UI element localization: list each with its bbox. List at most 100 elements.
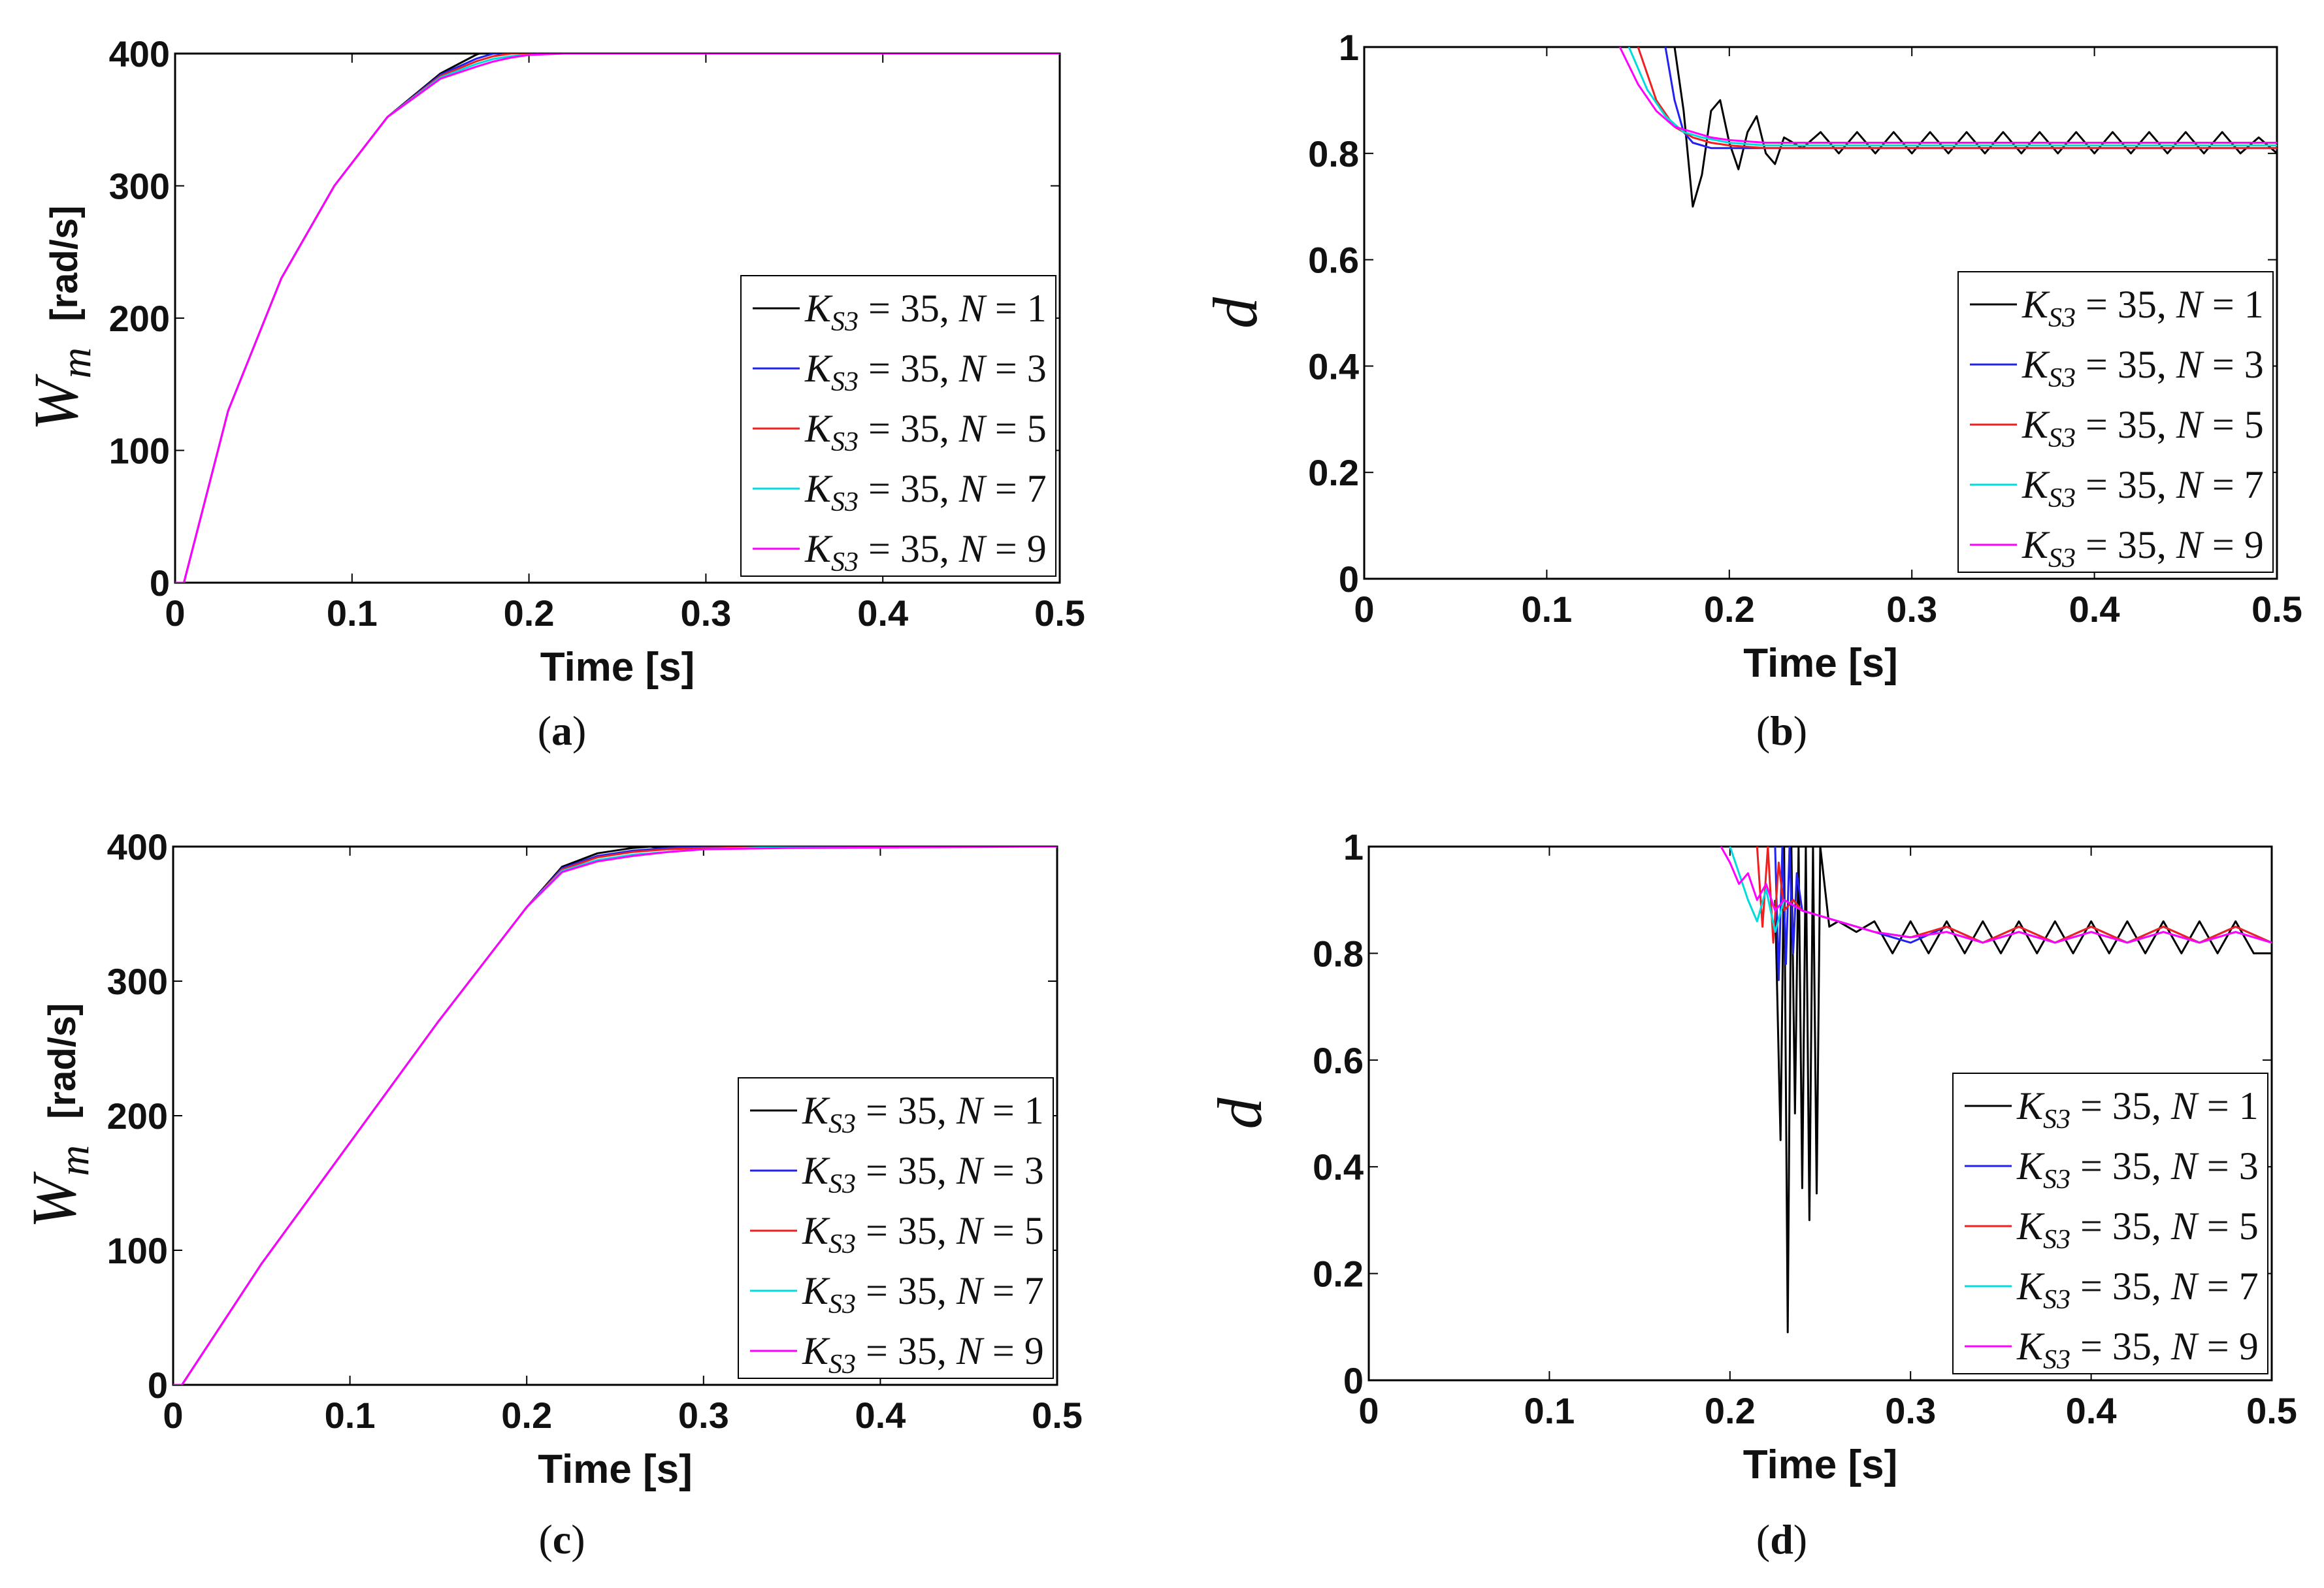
chart-panel-a: 0 0.1 0.2 0.3 0.4 0.5 0 100 200 300 400 Time [s] Wm [… [21,33,1085,690]
plot-frame [1363,46,2278,580]
legend-entry: KS3 = 35, N = 9 [804,527,1047,577]
x-tick-label: 0.2 [1705,1390,1756,1431]
legend-entry: KS3 = 35, N = 3 [802,1149,1044,1199]
x-tick-label: 0.1 [327,592,378,634]
y-axis-label: d [1205,1097,1275,1129]
y-axis-units: [rad/s] [43,206,86,321]
legend-entry: KS3 = 35, N = 9 [2016,1325,2259,1375]
x-tick-label: 0.5 [2246,1390,2297,1431]
y-axis-label: Wm [rad/s] [21,206,100,431]
y-axis-symbol: W [19,1171,89,1228]
y-tick-label: 100 [109,430,170,472]
x-tick-label: 0 [1354,589,1374,630]
y-tick-label: 300 [107,961,168,1002]
series-group [173,847,1057,1385]
y-tick-label: 0 [1343,1360,1364,1401]
series-line-n-9 [173,847,1057,1385]
legend-entry: KS3 = 35, N = 1 [802,1089,1044,1139]
x-tick-label: 0.2 [501,1395,552,1436]
y-tick-label: 200 [109,298,170,339]
x-tick-label: 0.1 [1524,1390,1575,1431]
legend-entry: KS3 = 35, N = 7 [802,1269,1044,1320]
legend-entry: KS3 = 35, N = 1 [2016,1084,2259,1135]
legend-entry: KS3 = 35, N = 7 [2016,1265,2259,1315]
legend-entry: KS3 = 35, N = 9 [2021,523,2264,574]
y-tick-label: 0 [150,562,170,604]
legend-entry: KS3 = 35, N = 9 [802,1329,1044,1380]
series-line-n-9 [1720,847,2272,944]
x-axis-label: Time [s] [538,1447,693,1492]
y-axis-subscript: m [52,348,100,379]
panel-caption-d: (d) [1756,1516,1807,1563]
series-line-n-7 [1729,847,2272,944]
y-tick-label: 0.8 [1313,933,1364,974]
y-tick-label: 200 [107,1095,168,1137]
legend-entry: KS3 = 35, N = 5 [802,1209,1044,1259]
y-axis-subscript: m [50,1145,98,1176]
legend: KS3 = 35, N = 1 KS3 = 35, N = 3 KS3 = 35, … [1952,1073,2268,1375]
y-axis-label: d [1200,297,1270,329]
legend-entry: KS3 = 35, N = 1 [2021,283,2264,333]
legend: KS3 = 35, N = 1 KS3 = 35, N = 3 KS3 = 35, … [1957,271,2274,574]
x-tick-label: 0.4 [857,592,908,634]
legend-box [1952,1073,2268,1374]
series-line-n-7 [1628,47,2277,147]
chart-panel-d: 0 0.1 0.2 0.3 0.4 0.5 0 0.2 0.4 0.6 0.8 1 Time [s] d K… [1205,826,2297,1487]
x-tick-label: 0 [163,1395,183,1436]
legend-entry: KS3 = 35, N = 5 [2016,1205,2259,1255]
x-tick-label: 0.3 [1886,589,1937,630]
legend-box [740,275,1056,577]
x-tick-label: 0.1 [1521,589,1572,630]
x-tick-label: 0.2 [504,592,555,634]
legend-entry: KS3 = 35, N = 7 [804,467,1047,517]
legend-entry: KS3 = 35, N = 1 [804,287,1047,337]
x-tick-label: 0.4 [2069,589,2120,630]
y-tick-label: 0.4 [1308,346,1359,387]
y-tick-label: 0.4 [1313,1146,1364,1188]
y-tick-label: 0.2 [1308,452,1359,493]
legend-entry: KS3 = 35, N = 3 [2021,343,2264,393]
x-tick-label: 0.5 [2251,589,2302,630]
legend-entry: KS3 = 35, N = 5 [2021,403,2264,453]
y-tick-label: 1 [1343,826,1364,867]
y-tick-label: 0 [148,1365,168,1406]
series-line-n-5 [1637,47,2277,150]
y-tick-label: 400 [107,826,168,867]
series-line-n-9 [1618,47,2277,144]
chart-panel-b: 0 0.1 0.2 0.3 0.4 0.5 0 0.2 0.4 0.6 0.8 1 Time [s] d K… [1200,27,2302,686]
y-tick-label: 0.2 [1313,1254,1364,1295]
legend-entry: KS3 = 35, N = 5 [804,407,1047,457]
legend: KS3 = 35, N = 1 KS3 = 35, N = 3 KS3 = 35, … [740,275,1056,577]
legend-entry: KS3 = 35, N = 3 [804,347,1047,397]
legend-entry: KS3 = 35, N = 3 [2016,1144,2259,1195]
y-axis-units: [rad/s] [41,1003,84,1119]
y-tick-label: 300 [109,166,170,207]
legend-box [738,1077,1054,1379]
x-tick-label: 0 [165,592,185,634]
panel-caption-c: (c) [538,1516,585,1563]
y-tick-label: 400 [109,33,170,74]
panel-caption-b: (b) [1756,707,1807,754]
chart-panel-c: 0 0.1 0.2 0.3 0.4 0.5 0 100 200 300 400 Time [s] Wm [… [19,826,1083,1492]
y-tick-label: 0 [1339,559,1359,600]
series-line-n-1 [1673,47,2277,208]
y-axis-symbol: W [21,373,91,430]
y-tick-label: 0.8 [1308,133,1359,174]
x-axis-label: Time [s] [1743,641,1898,686]
y-tick-label: 100 [107,1230,168,1271]
x-tick-label: 0.5 [1034,592,1085,634]
x-tick-label: 0.3 [1885,1390,1936,1431]
x-tick-label: 0.5 [1032,1395,1083,1436]
x-tick-label: 0.1 [325,1395,376,1436]
x-tick-label: 0.3 [680,592,731,634]
series-group [1618,47,2277,208]
series-line-n-1 [1774,847,2272,1333]
legend-box [1957,271,2274,573]
x-tick-label: 0.3 [678,1395,729,1436]
y-tick-label: 0.6 [1313,1040,1364,1081]
x-tick-label: 0.4 [855,1395,906,1436]
legend-entry: KS3 = 35, N = 7 [2021,463,2264,513]
x-tick-label: 0.4 [2066,1390,2117,1431]
y-tick-label: 1 [1339,27,1359,68]
